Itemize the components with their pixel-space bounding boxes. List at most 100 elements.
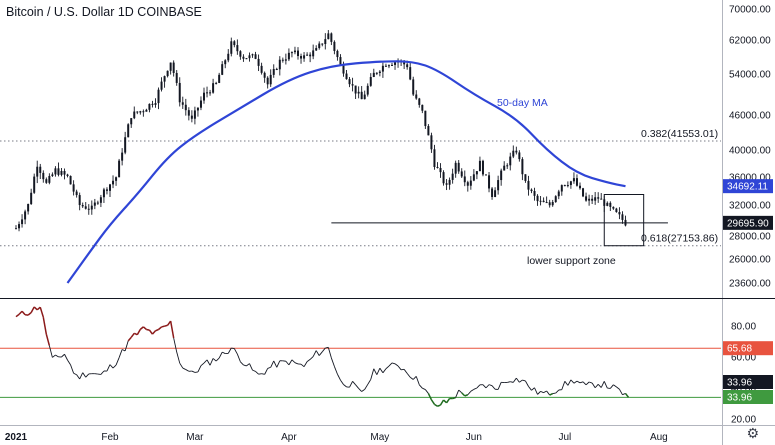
candle-body (290, 52, 293, 54)
rsi-segment (61, 353, 65, 358)
rsi-segment (406, 373, 411, 378)
rsi-segment (430, 399, 436, 405)
rsi-segment (427, 393, 433, 401)
rsi-segment (394, 363, 399, 367)
candle-body (327, 33, 330, 40)
price-tick-label: 40000.00 (729, 146, 771, 157)
candle-body (497, 180, 500, 191)
rsi-segment (218, 351, 223, 359)
rsi-segment (622, 393, 626, 396)
rsi-segment (591, 382, 596, 388)
rsi-segment (546, 390, 551, 396)
fib-levels: 0.382(41553.01) 0.618(27153.86) (0, 128, 721, 247)
candle-body (263, 72, 266, 78)
rsi-segment (27, 312, 32, 316)
rsi-segment (327, 347, 332, 359)
rsi-oversold-badge-text: 33.96 (727, 393, 752, 404)
rsi-segment (303, 361, 308, 367)
rsi-segment (603, 381, 608, 389)
support-annotations (331, 194, 668, 247)
rsi-segment (470, 388, 475, 392)
candle-body (124, 137, 127, 153)
rsi-segment (361, 389, 365, 392)
fib-level-label: 0.382(41553.01) (641, 128, 718, 140)
candle-body (154, 103, 157, 105)
candle-body (485, 174, 487, 176)
rsi-segment (409, 376, 414, 380)
rsi-segment (370, 368, 375, 380)
candle-body (272, 68, 275, 75)
price-pane[interactable]: 0.382(41553.01) 0.618(27153.86) 50-day MA… (0, 30, 721, 284)
candle-body (512, 150, 515, 157)
rsi-segment (325, 346, 329, 349)
rsi-segment (258, 373, 262, 375)
rsi-segment (330, 357, 335, 367)
last-price-badge-text: 29695.90 (727, 218, 769, 229)
rsi-segment (243, 364, 247, 367)
rsi-segment (121, 349, 126, 352)
price-tick-label: 23600.00 (729, 279, 771, 290)
candle-body (615, 208, 618, 213)
rsi-segment (276, 360, 281, 368)
rsi-segment (148, 329, 154, 335)
rsi-segment (151, 330, 157, 335)
rsi-segment (445, 398, 451, 404)
rsi-segment (373, 368, 378, 375)
candle-body (463, 176, 466, 183)
rsi-pane[interactable] (0, 306, 721, 407)
candle-body (318, 43, 321, 49)
rsi-segment (403, 369, 408, 374)
rsi-segment (609, 384, 614, 389)
candle-body (366, 85, 369, 95)
rsi-tick-label: 80.00 (731, 322, 756, 333)
price-badges: 34692.11 29695.90 65.68 33.96 33.96 (723, 179, 773, 404)
rsi-segment (200, 362, 205, 367)
rsi-segment (100, 370, 105, 375)
candle-body (199, 100, 202, 108)
rsi-segment (333, 366, 338, 375)
candle-body (439, 167, 442, 173)
candle-body (218, 74, 221, 83)
rsi-segment (321, 347, 326, 353)
candle-body (409, 67, 412, 80)
rsi-segment (358, 388, 362, 392)
rsi-segment (458, 389, 463, 394)
candle-body (284, 59, 287, 61)
candle-body (509, 156, 512, 166)
price-axis[interactable]: 23600.00 26000.00 28000.00 32000.00 36000.00… (729, 5, 771, 290)
candle-body (448, 179, 451, 185)
rsi-segment (142, 326, 147, 331)
rsi-segment (519, 379, 523, 383)
rsi-segment (139, 326, 144, 330)
candle-body (403, 61, 406, 65)
rsi-segment (600, 381, 605, 388)
rsi-segment (112, 364, 117, 369)
rsi-segment (619, 388, 623, 395)
rsi-segment (473, 387, 478, 390)
rsi-segment (30, 306, 35, 313)
rsi-segment (312, 350, 317, 357)
candle-body (33, 176, 36, 193)
candle-body (18, 224, 21, 229)
rsi-segment (422, 387, 426, 390)
rsi-segment (246, 363, 250, 367)
rsi-segment (249, 363, 253, 371)
candle-body (478, 160, 481, 172)
candle-body (597, 197, 600, 199)
candle-body (542, 200, 545, 203)
rsi-segment (397, 365, 402, 371)
rsi-segment (264, 368, 269, 375)
candle-body (612, 206, 615, 209)
candle-body (172, 62, 175, 73)
rsi-segment (85, 373, 90, 378)
rsi-segment (294, 362, 299, 365)
candle-body (530, 189, 533, 192)
gear-icon[interactable]: ⚙ (746, 426, 759, 442)
candles (15, 30, 627, 232)
candle-body (297, 50, 299, 57)
candle-body (454, 162, 457, 174)
rsi-segment (415, 376, 420, 385)
time-axis[interactable]: 2021 Feb Mar Apr May Jun Jul Aug (5, 432, 668, 443)
